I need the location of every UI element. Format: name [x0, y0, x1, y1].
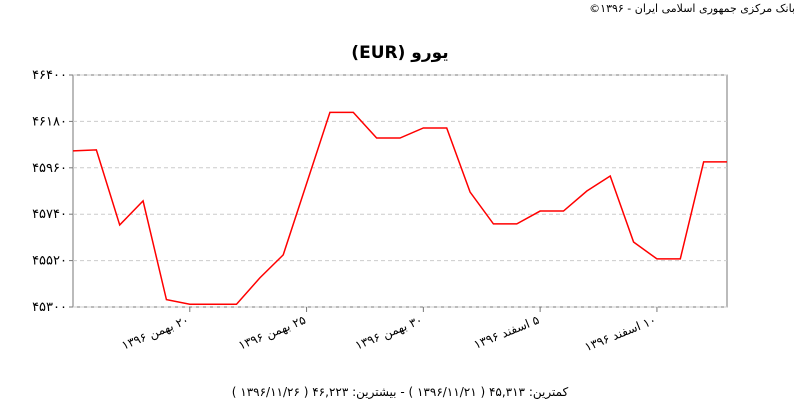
x-tick-label: ۲۵ بهمن ۱۳۹۶	[236, 313, 308, 354]
source-note: بانک مرکزی جمهوری اسلامی ایران - ۱۳۹۶©	[589, 2, 795, 15]
footer-note: کمترین: ۴۵,۳۱۳ ( ۱۳۹۶/۱۱/۲۱ ) - بیشترین:…	[232, 385, 569, 400]
y-tick-label: ۴۵۵۲۰	[32, 254, 67, 269]
x-tick-label: ۱۰ اسفند ۱۳۹۶	[583, 313, 658, 354]
plot-frame	[72, 74, 728, 308]
x-tick-label: ۳۰ بهمن ۱۳۹۶	[353, 313, 425, 354]
y-tick-label: ۴۵۷۴۰	[32, 207, 67, 222]
y-tick-label: ۴۵۳۰۰	[32, 300, 67, 315]
x-tick-label: ۲۰ بهمن ۱۳۹۶	[120, 313, 192, 354]
chart-title: یورو (EUR)	[351, 43, 448, 63]
y-tick-label: ۴۶۴۰۰	[32, 68, 67, 83]
y-tick-label: ۴۶۱۸۰	[32, 114, 67, 129]
y-tick-label: ۴۵۹۶۰	[32, 161, 67, 176]
x-tick-label: ۵ اسفند ۱۳۹۶	[472, 313, 541, 352]
data-line	[72, 111, 727, 306]
